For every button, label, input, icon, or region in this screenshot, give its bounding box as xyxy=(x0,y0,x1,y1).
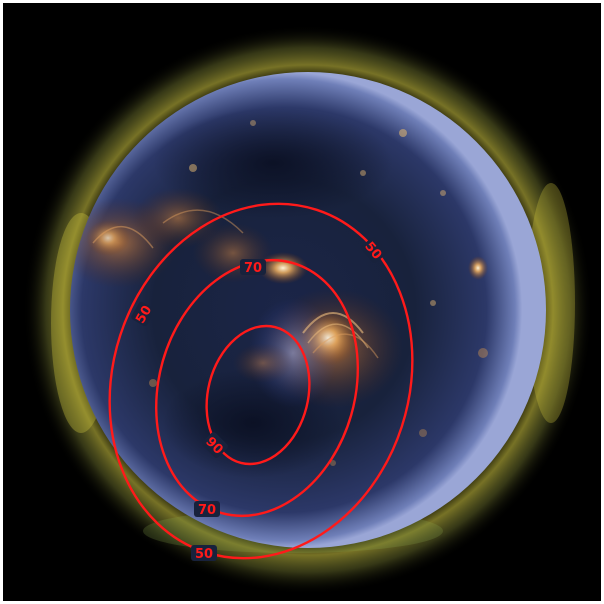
solar-disk-image: 50 50 50 70 70 90 xyxy=(23,25,593,595)
contour-label-50-bottom: 50 xyxy=(195,547,213,562)
contour-90 xyxy=(205,324,311,466)
contour-label-70-bottom: 70 xyxy=(198,503,216,518)
contour-70 xyxy=(155,258,359,518)
contour-label-70-top: 70 xyxy=(244,261,262,276)
solar-image-frame: 50 50 50 70 70 90 xyxy=(3,3,601,601)
bright-point-right xyxy=(468,256,488,280)
